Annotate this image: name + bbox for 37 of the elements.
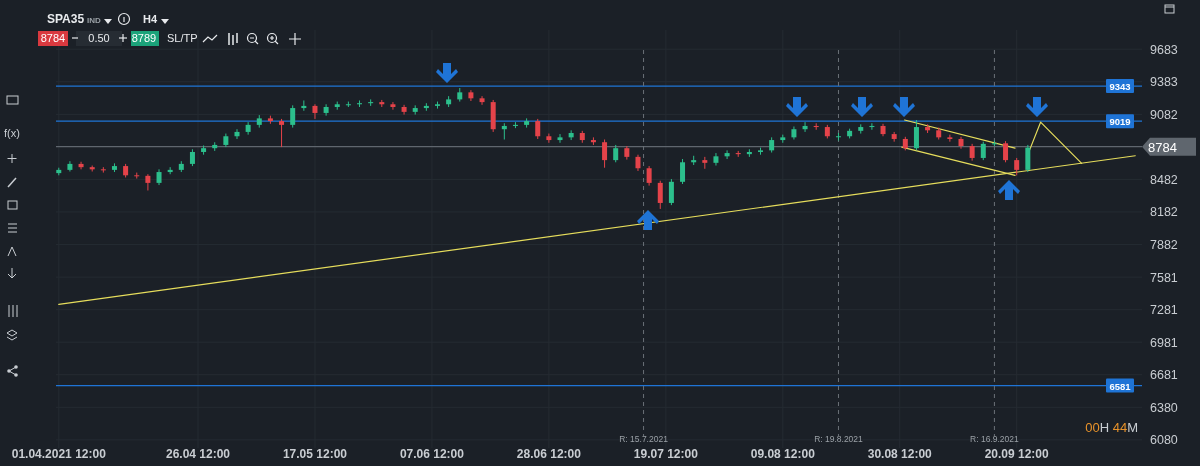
y-tick-label: 8182 <box>1150 205 1178 220</box>
annotation: 00H 44M <box>1085 420 1138 435</box>
ref-line-label: 8784 <box>1148 139 1177 155</box>
y-tick-label: 9383 <box>1150 75 1178 90</box>
ref-line-label: R: 19.8.2021 <box>814 434 864 444</box>
y-tick-label: 6380 <box>1150 400 1178 415</box>
x-tick-label: 17.05 12:00 <box>282 447 348 461</box>
text: SPA35 <box>47 12 85 26</box>
y-tick-label: 6981 <box>1150 335 1178 350</box>
annotation: 8789 <box>131 32 157 44</box>
x-tick-label: 19.07 12:00 <box>633 447 699 461</box>
annotation: SL/TP <box>167 32 198 44</box>
text: IND <box>87 16 101 25</box>
x-tick-label: 26.04 12:00 <box>165 447 231 461</box>
text: H4 <box>143 13 158 25</box>
y-tick-label: 7882 <box>1150 237 1178 252</box>
text: f(x) <box>4 127 20 139</box>
y-tick-label: 8482 <box>1150 172 1178 187</box>
y-tick-label: 6681 <box>1150 368 1178 383</box>
x-tick-label: 09.08 12:00 <box>750 447 816 461</box>
x-tick-label: 28.06 12:00 <box>516 447 582 461</box>
x-tick-label: 20.09 12:00 <box>984 447 1050 461</box>
annotation: 0.50 <box>88 32 110 44</box>
y-tick-label: 9683 <box>1150 42 1178 57</box>
ref-line-label: 6581 <box>1109 380 1132 392</box>
y-tick-label: 9082 <box>1150 107 1178 122</box>
y-tick-label: 6080 <box>1150 433 1178 448</box>
x-tick-label: 07.06 12:00 <box>399 447 465 461</box>
ref-line-label: 9343 <box>1109 81 1131 93</box>
annotation: 8784 <box>40 32 66 44</box>
x-tick-label: 01.04.2021 12:00 <box>11 447 107 461</box>
x-tick-label: 30.08 12:00 <box>867 447 933 461</box>
y-tick-label: 7581 <box>1150 270 1178 285</box>
ref-line-label: R: 16.9.2021 <box>970 434 1020 444</box>
ref-line-label: R: 15.7.2021 <box>619 434 669 444</box>
ref-line-label: 9019 <box>1109 116 1131 128</box>
y-tick-label: 7281 <box>1150 303 1178 318</box>
